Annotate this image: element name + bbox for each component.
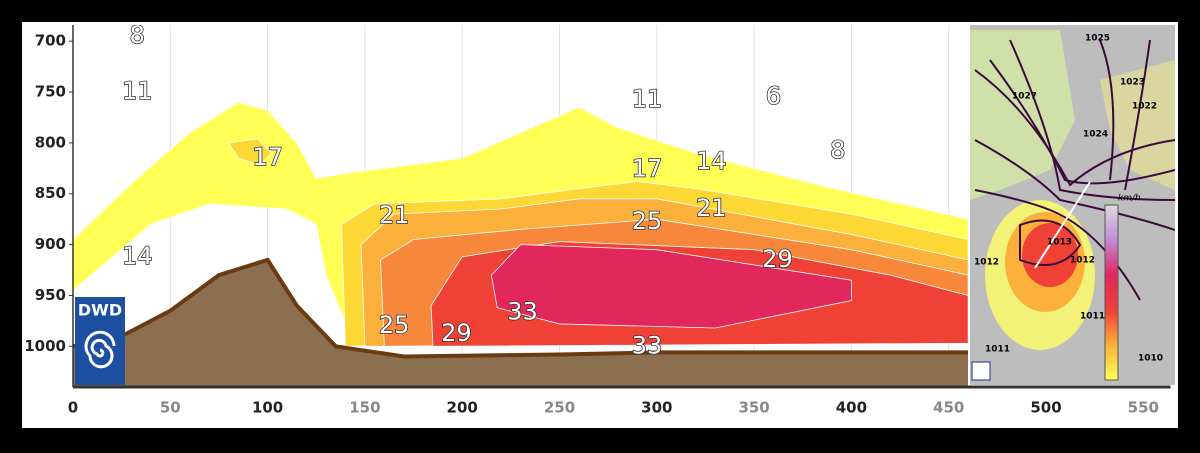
plot-area: 8 11 17 14 21 25 29 33 33 11 17 25 14 21 29 6 8	[73, 21, 968, 387]
dwd-logo: DWD	[75, 297, 125, 385]
wind-field	[1022, 223, 1078, 287]
wind-band	[228, 138, 273, 166]
contour-label: 11	[632, 85, 663, 113]
isobar-label: 1011	[985, 345, 1010, 355]
terrain-line	[73, 257, 968, 359]
color-bar-unit: km/h	[1118, 194, 1141, 204]
inset-map: 1025 1023 1022 1027 1024 1012 1013 1012 …	[970, 25, 1175, 385]
contour-label: 8	[130, 21, 145, 49]
x-tick-label: 450	[933, 399, 964, 417]
x-tick-label: 500	[1030, 399, 1061, 417]
isobars	[974, 39, 1175, 301]
x-tick-label: 400	[836, 399, 867, 417]
contour-label: 29	[762, 245, 793, 273]
contour-label: 25	[379, 311, 410, 339]
terrain	[73, 259, 968, 387]
isobar-label: 1013	[1047, 238, 1072, 248]
x-tick-label: 350	[738, 399, 769, 417]
y-tick-label: 700	[35, 32, 66, 50]
isobar-label: 1027	[1012, 92, 1037, 102]
x-tick-label: 150	[349, 399, 380, 417]
isobar-label: 1012	[974, 258, 999, 268]
contour-label: 29	[441, 319, 472, 347]
x-tick-label: 300	[641, 399, 672, 417]
contour-label: 33	[632, 331, 663, 359]
x-tick-label: 50	[160, 399, 181, 417]
x-tick-label: 200	[447, 399, 478, 417]
isobar-label: 1025	[1085, 34, 1110, 44]
x-tick-label: 0	[68, 399, 78, 417]
y-tick-label: 750	[35, 83, 66, 101]
y-tick-label: 950	[35, 286, 66, 304]
isobar-label: 1023	[1120, 78, 1145, 88]
contour-label: 21	[696, 194, 727, 222]
isobar-label: 1011	[1080, 312, 1105, 322]
axes: 0 50 100 150 200 250 300 350 400 450 500 550 700 750 8…	[24, 25, 1171, 417]
isobar-label: 1022	[1132, 102, 1157, 112]
logo-text: DWD	[78, 301, 122, 320]
y-tick-label: 1000	[24, 337, 66, 355]
contour-label: 17	[632, 154, 663, 182]
contour-label: 17	[252, 143, 283, 171]
contour-label: 25	[632, 207, 663, 235]
x-tick-label: 250	[544, 399, 575, 417]
section-line	[1034, 181, 1091, 269]
contour-label: 6	[766, 82, 781, 110]
y-tick-label: 900	[35, 235, 66, 253]
isobar-label: 1012	[1070, 256, 1095, 266]
contour-label: 14	[696, 147, 727, 175]
contour-label: 21	[379, 201, 410, 229]
map-logo	[971, 361, 991, 381]
x-tick-label: 550	[1128, 399, 1159, 417]
isobar-label: 1024	[1083, 130, 1108, 140]
y-tick-label: 800	[35, 133, 66, 151]
isobar-label: 1010	[1138, 354, 1163, 364]
wind-band	[490, 244, 852, 329]
logo-spiral	[84, 330, 116, 369]
x-tick-label: 100	[252, 399, 283, 417]
color-bar	[1104, 204, 1119, 381]
contour-label: 11	[122, 77, 153, 105]
contour-label: 8	[830, 136, 845, 164]
contour-label: 33	[507, 298, 538, 326]
contour-label: 14	[122, 242, 153, 270]
y-tick-label: 850	[35, 184, 66, 202]
